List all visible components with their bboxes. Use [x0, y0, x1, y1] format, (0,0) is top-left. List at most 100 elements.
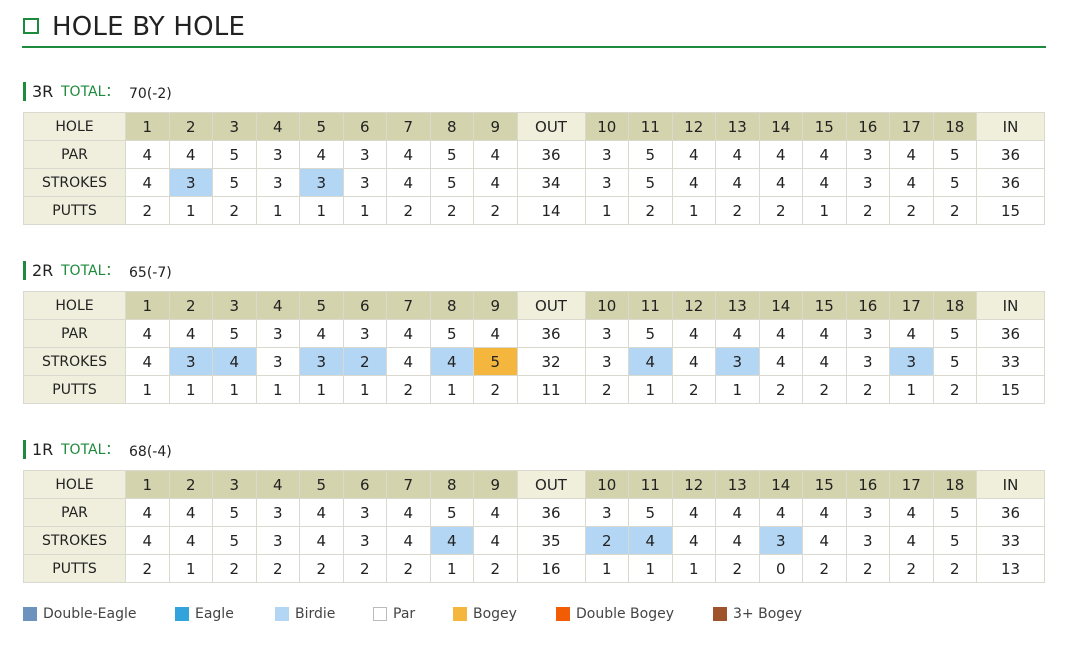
- putts-cell: 2: [125, 196, 170, 225]
- par-cell: 4: [473, 319, 518, 348]
- hole-number: 17: [889, 470, 934, 499]
- subtotal-header: IN: [976, 112, 1045, 141]
- strokes-cell: 3: [255, 526, 300, 555]
- row-label: HOLE: [23, 470, 126, 499]
- hole-number: 13: [715, 291, 760, 320]
- strokes-cell: 4: [125, 526, 170, 555]
- strokes-row: STROKES 4 3 4 3 3 2 4 4 5 32 3 4 4 3 4 4 3 3 5 33: [23, 347, 1045, 376]
- legend-swatch: [373, 607, 387, 621]
- putts-cell: 1: [889, 375, 934, 404]
- strokes-cell: 3: [299, 168, 344, 197]
- hole-number: 3: [212, 291, 257, 320]
- legend-swatch: [275, 607, 289, 621]
- par-cell: 4: [299, 498, 344, 527]
- strokes-cell: 3: [845, 347, 890, 376]
- hole-number: 7: [386, 291, 431, 320]
- round-total-value: 65(-7): [129, 265, 172, 281]
- subtotal-header: OUT: [516, 470, 586, 499]
- round-total-label: TOTAL：: [61, 442, 120, 458]
- subtotal-header: IN: [976, 470, 1045, 499]
- par-cell: 5: [932, 498, 977, 527]
- strokes-cell: 4: [386, 347, 431, 376]
- putts-cell: 1: [299, 375, 344, 404]
- putts-cell: 2: [299, 554, 344, 583]
- scorecard-table: HOLE 1 2 3 4 5 6 7 8 9 OUT 10 11 12 13 14 15 16 17 18 IN PAR 4…: [23, 112, 1045, 225]
- par-cell: 3: [584, 140, 629, 169]
- strokes-subtotal: 34: [516, 168, 586, 197]
- hole-number: 3: [212, 112, 257, 141]
- strokes-cell: 3: [342, 168, 387, 197]
- par-cell: 5: [429, 140, 474, 169]
- row-label: PAR: [23, 319, 126, 348]
- hole-number: 3: [212, 470, 257, 499]
- par-cell: 4: [299, 140, 344, 169]
- strokes-cell: 3: [758, 526, 803, 555]
- par-cell: 4: [758, 140, 803, 169]
- putts-cell: 2: [212, 196, 257, 225]
- par-cell: 4: [671, 498, 716, 527]
- strokes-cell: 4: [802, 347, 847, 376]
- putts-cell: 2: [758, 196, 803, 225]
- putts-cell: 2: [845, 554, 890, 583]
- row-label: STROKES: [23, 526, 126, 555]
- par-cell: 4: [889, 319, 934, 348]
- strokes-subtotal: 35: [516, 526, 586, 555]
- strokes-subtotal: 33: [976, 526, 1045, 555]
- scorecard-table: HOLE 1 2 3 4 5 6 7 8 9 OUT 10 11 12 13 14 15 16 17 18 IN PAR 4…: [23, 470, 1045, 583]
- hole-number: 10: [584, 291, 629, 320]
- putts-cell: 2: [584, 375, 629, 404]
- putts-cell: 2: [802, 554, 847, 583]
- strokes-cell: 4: [386, 168, 431, 197]
- putts-cell: 2: [628, 196, 673, 225]
- row-label: PUTTS: [23, 196, 126, 225]
- par-row: PAR 4 4 5 3 4 3 4 5 4 36 3 5 4 4 4 4 3 4 5 36: [23, 498, 1045, 527]
- strokes-cell: 5: [473, 347, 518, 376]
- strokes-cell: 4: [386, 526, 431, 555]
- par-cell: 3: [255, 498, 300, 527]
- hole-number: 15: [802, 291, 847, 320]
- par-cell: 5: [628, 498, 673, 527]
- putts-row: PUTTS 2 1 2 1 1 1 2 2 2 14 1 2 1 2 2 1 2 2 2 15: [23, 196, 1045, 225]
- putts-cell: 2: [473, 375, 518, 404]
- strokes-cell: 4: [125, 168, 170, 197]
- strokes-cell: 3: [889, 347, 934, 376]
- row-label: PUTTS: [23, 554, 126, 583]
- strokes-cell: 5: [932, 168, 977, 197]
- hole-row: HOLE 1 2 3 4 5 6 7 8 9 OUT 10 11 12 13 14 15 16 17 18 IN: [23, 470, 1045, 499]
- strokes-cell: 4: [671, 526, 716, 555]
- strokes-cell: 5: [212, 168, 257, 197]
- strokes-cell: 4: [628, 526, 673, 555]
- par-cell: 4: [168, 498, 213, 527]
- hole-number: 13: [715, 470, 760, 499]
- putts-cell: 1: [168, 375, 213, 404]
- putts-subtotal: 15: [976, 375, 1045, 404]
- subtotal-header: OUT: [516, 291, 586, 320]
- hole-number: 12: [671, 470, 716, 499]
- par-cell: 3: [342, 498, 387, 527]
- strokes-cell: 4: [429, 526, 474, 555]
- putts-subtotal: 16: [516, 554, 586, 583]
- row-label: PAR: [23, 498, 126, 527]
- legend-swatch: [713, 607, 727, 621]
- strokes-cell: 3: [299, 347, 344, 376]
- par-cell: 5: [932, 319, 977, 348]
- round-marker-bar: [23, 440, 26, 459]
- par-row: PAR 4 4 5 3 4 3 4 5 4 36 3 5 4 4 4 4 3 4 5 36: [23, 140, 1045, 169]
- hole-number: 11: [628, 470, 673, 499]
- putts-cell: 1: [628, 554, 673, 583]
- putts-cell: 2: [386, 554, 431, 583]
- putts-cell: 2: [386, 375, 431, 404]
- hole-number: 18: [932, 112, 977, 141]
- legend-label: Birdie: [295, 606, 336, 622]
- par-subtotal: 36: [516, 319, 586, 348]
- par-cell: 4: [299, 319, 344, 348]
- round-label: 3R: [32, 82, 54, 101]
- strokes-cell: 2: [342, 347, 387, 376]
- par-cell: 5: [628, 319, 673, 348]
- putts-subtotal: 15: [976, 196, 1045, 225]
- hole-number: 18: [932, 291, 977, 320]
- checkbox-square-icon: [23, 18, 39, 34]
- par-cell: 4: [168, 319, 213, 348]
- par-subtotal: 36: [976, 319, 1045, 348]
- round-total-label: TOTAL：: [61, 263, 120, 279]
